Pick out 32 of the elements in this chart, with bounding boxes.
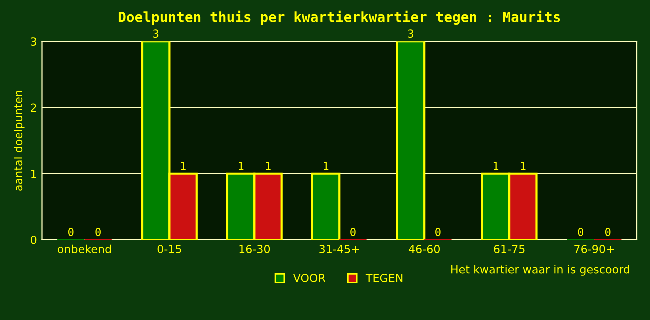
y-tick-label: 2 xyxy=(31,104,36,112)
x-tick-label: 31-45+ xyxy=(320,245,360,254)
data-label: 0 xyxy=(605,228,611,236)
legend-label: VOOR xyxy=(293,274,326,282)
x-tick-label: onbekend xyxy=(58,244,112,254)
x-tick-label: 76-90+ xyxy=(574,245,614,254)
x-tick-label: 46-60 xyxy=(408,245,440,254)
data-label: 0 xyxy=(350,228,356,236)
data-label: 1 xyxy=(521,162,526,170)
data-label: 0 xyxy=(96,228,101,236)
legend-label: TEGEN xyxy=(366,274,403,282)
data-label: 1 xyxy=(266,162,271,170)
chart-title: Doelpunten thuis per kwartierkwartier tegen : Maurits xyxy=(118,10,560,26)
bar xyxy=(396,42,426,240)
y-tick-label: 3 xyxy=(31,38,36,46)
x-axis-title: Het kwartier waar in is gescoord xyxy=(452,265,630,276)
data-label: 1 xyxy=(181,162,186,170)
data-label: 1 xyxy=(494,162,499,170)
x-tick-label: 61-75 xyxy=(494,245,525,254)
bar xyxy=(311,172,341,240)
y-axis-title: aantal doelpunten xyxy=(14,90,25,191)
y-tick-label: 1 xyxy=(32,170,36,178)
data-label: 1 xyxy=(239,162,244,170)
y-tick-label: 0 xyxy=(31,236,37,244)
data-label: 1 xyxy=(324,162,329,170)
data-label: 3 xyxy=(408,30,414,38)
data-label: 0 xyxy=(578,228,584,236)
x-tick-label: 0-15 xyxy=(158,245,182,254)
data-label: 0 xyxy=(436,228,441,236)
data-label: 0 xyxy=(68,228,74,236)
x-tick-label: 16-30 xyxy=(240,245,270,254)
data-label: 3 xyxy=(154,30,159,38)
